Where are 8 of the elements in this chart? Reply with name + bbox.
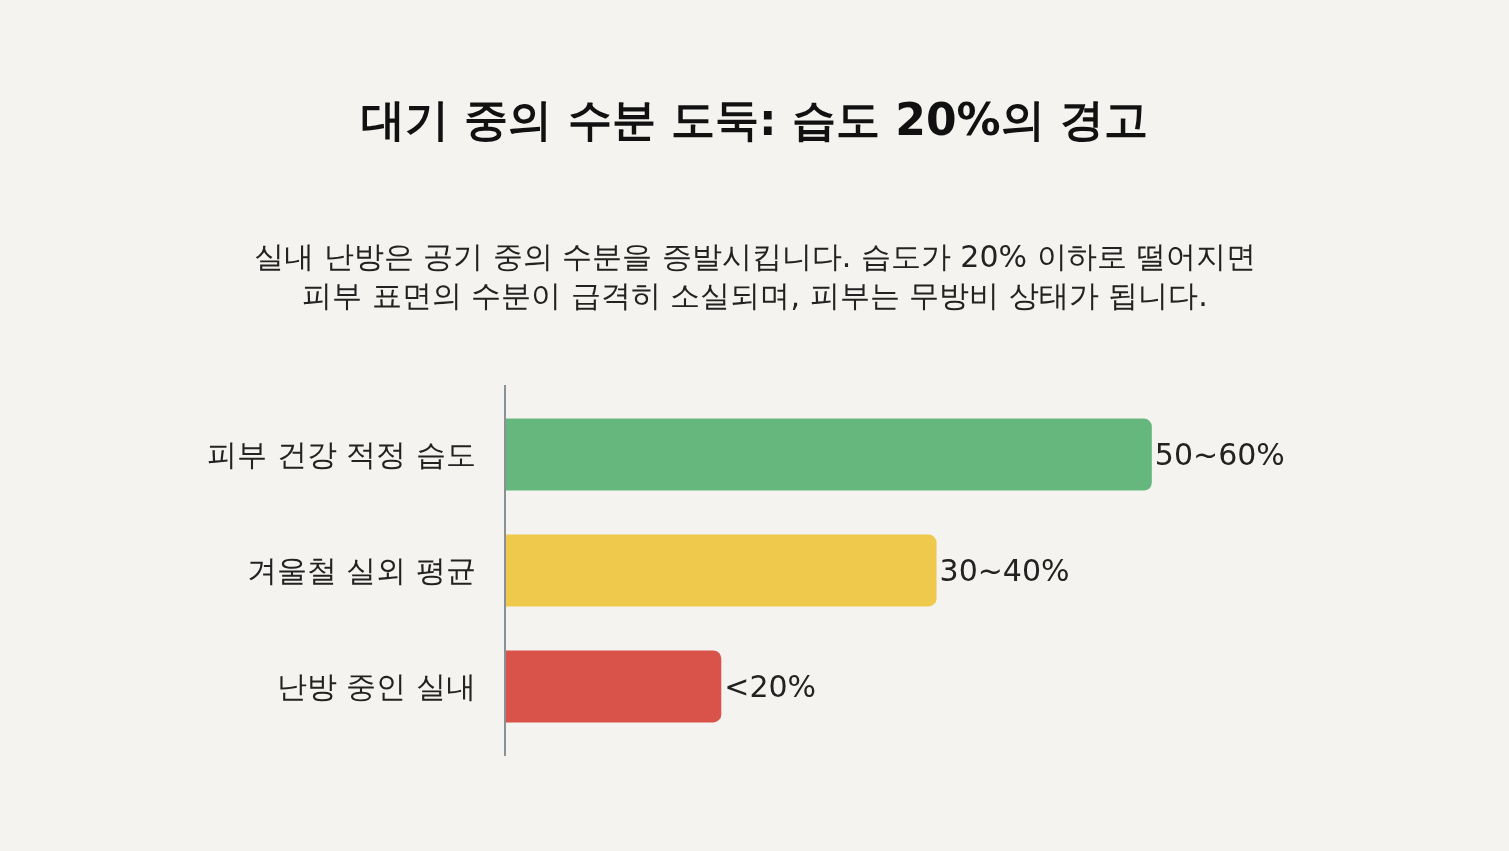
data-label: 30~40%: [939, 553, 1070, 588]
data-label: <20%: [724, 668, 817, 704]
chart-subtitle: 실내 난방은 공기 중의 수분을 증발시킵니다. 습도가 20% 이하로 떨어지면 피부 표면의 수분이 급격히 소실되며, 피부는 무방비 상태가 됩니다.: [254, 239, 1257, 313]
data-label: 50~60%: [1154, 437, 1285, 473]
y-tick-label: 난방 중인 실내: [276, 668, 476, 704]
y-tick-label: 피부 건강 적정 습도: [207, 437, 476, 473]
y-tick-label: 겨울철 실외 평균: [246, 553, 476, 588]
chart-title: 대기 중의 수분 도둑: 습도 20%의 경고: [361, 93, 1148, 145]
